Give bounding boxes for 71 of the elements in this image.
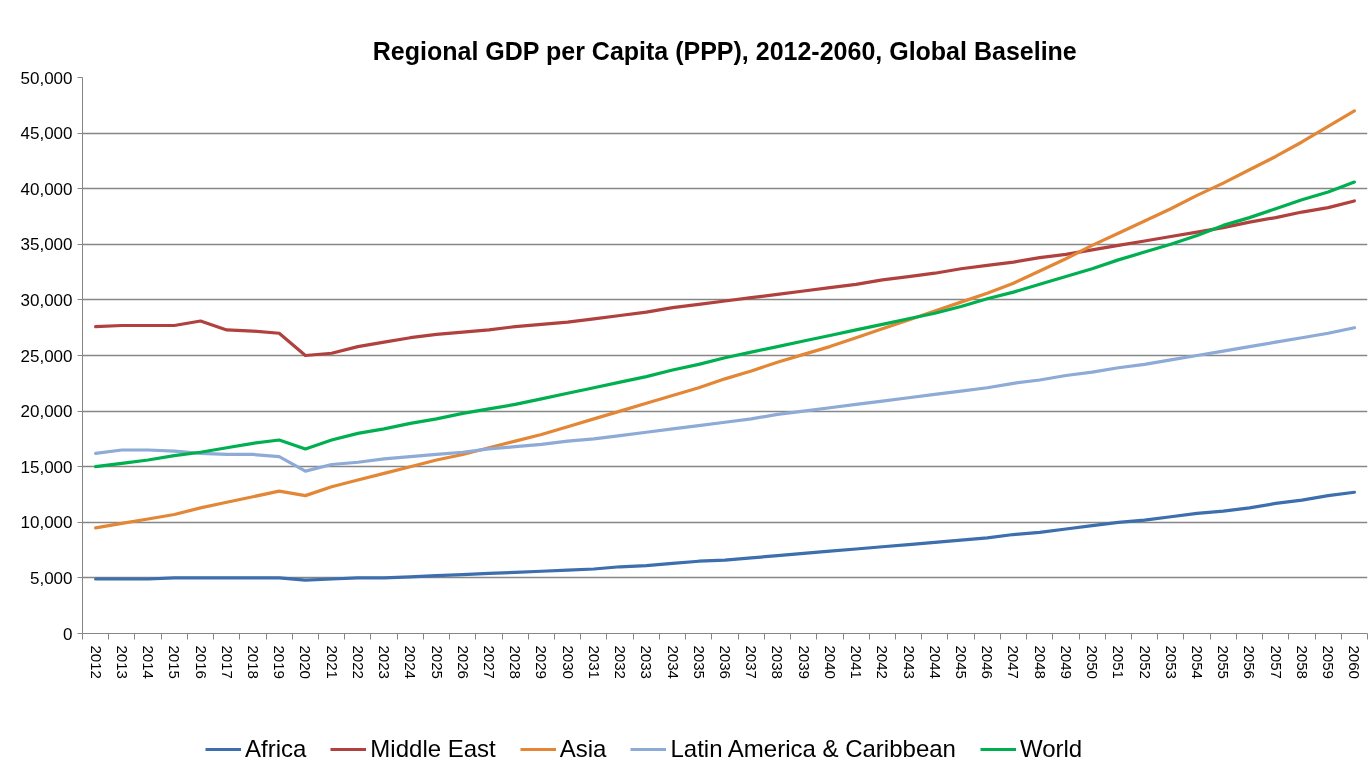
x-tick-label: 2034 [664, 645, 682, 679]
x-tick-label: 2043 [900, 645, 918, 679]
x-tick-label: 2035 [690, 645, 708, 679]
x-tick-label: 2030 [559, 645, 577, 679]
x-tick-label: 2053 [1162, 645, 1180, 679]
x-tick-label: 2024 [402, 645, 420, 679]
y-tick-label: 15,000 [20, 457, 73, 477]
x-tick-label: 2013 [113, 645, 131, 679]
y-tick-label: 5,000 [29, 568, 73, 588]
y-tick-label: 25,000 [20, 346, 73, 366]
x-tick-label: 2058 [1293, 645, 1311, 679]
y-tick-label: 30,000 [20, 290, 73, 310]
line-series [94, 109, 1356, 530]
x-tick-label: 2059 [1320, 645, 1338, 679]
x-tick-label: 2018 [244, 645, 262, 679]
x-tick-label: 2048 [1031, 645, 1049, 679]
x-tick-label: 2055 [1215, 645, 1233, 679]
x-tick-label: 2025 [428, 645, 446, 679]
legend-label: Latin America & Caribbean [670, 735, 956, 763]
x-tick-label: 2042 [874, 645, 892, 679]
x-tick-label: 2046 [979, 645, 997, 679]
y-tick-label: 40,000 [20, 179, 73, 199]
x-tick-label: 2037 [743, 645, 761, 679]
x-tick-label: 2049 [1057, 645, 1075, 679]
y-tick-label: 45,000 [20, 124, 73, 144]
x-tick-label: 2019 [271, 645, 289, 679]
x-tick-label: 2014 [140, 645, 158, 679]
x-tick-label: 2040 [821, 645, 839, 679]
x-tick-label: 2021 [323, 645, 341, 679]
x-tick-label: 2031 [585, 645, 603, 679]
x-tick-label: 2033 [638, 645, 656, 679]
line-series [94, 490, 1356, 582]
legend-label: Middle East [370, 735, 496, 763]
x-tick-label: 2036 [717, 645, 734, 679]
legend-label: Asia [559, 735, 607, 763]
x-tick-label: 2052 [1136, 645, 1154, 679]
x-tick-label: 2041 [848, 645, 866, 679]
line-series [94, 199, 1356, 358]
x-tick-label: 2044 [926, 645, 944, 679]
x-tick-label: 2029 [533, 645, 551, 679]
y-tick-label: 50,000 [20, 68, 73, 88]
x-tick-label: 2060 [1346, 645, 1364, 679]
y-tick-label: 20,000 [20, 402, 73, 422]
x-tick-label: 2054 [1189, 645, 1207, 679]
x-tick-label: 2020 [297, 645, 315, 679]
x-tick-label: 2032 [612, 645, 630, 679]
x-tick-label: 2039 [795, 645, 813, 679]
x-tick-label: 2023 [376, 645, 394, 679]
x-tick-label: 2051 [1110, 645, 1128, 679]
x-tick-label: 2028 [507, 645, 525, 679]
x-tick-label: 2027 [480, 645, 498, 679]
line-series [94, 180, 1356, 469]
x-tick-label: 2015 [166, 645, 184, 679]
y-tick-label: 10,000 [20, 513, 73, 533]
x-tick-label: 2057 [1267, 645, 1285, 679]
x-tick-label: 2045 [953, 645, 971, 679]
chart-title: Regional GDP per Capita (PPP), 2012-2060, Global Baseline [372, 36, 1077, 65]
x-tick-label: 2022 [349, 645, 367, 679]
x-tick-label: 2016 [192, 645, 210, 679]
x-tick-label: 2012 [87, 645, 105, 679]
y-tick-label: 0 [63, 624, 73, 644]
x-tick-label: 2026 [454, 645, 472, 679]
x-tick-label: 2017 [218, 645, 236, 679]
x-tick-label: 2056 [1241, 645, 1259, 679]
x-tick-label: 2047 [1005, 645, 1023, 679]
line-series [94, 326, 1356, 473]
legend-label: World [1019, 735, 1083, 763]
x-tick-label: 2050 [1084, 645, 1102, 679]
y-tick-label: 35,000 [20, 235, 73, 255]
legend-label: Africa [245, 735, 307, 763]
x-tick-label: 2038 [769, 645, 787, 679]
